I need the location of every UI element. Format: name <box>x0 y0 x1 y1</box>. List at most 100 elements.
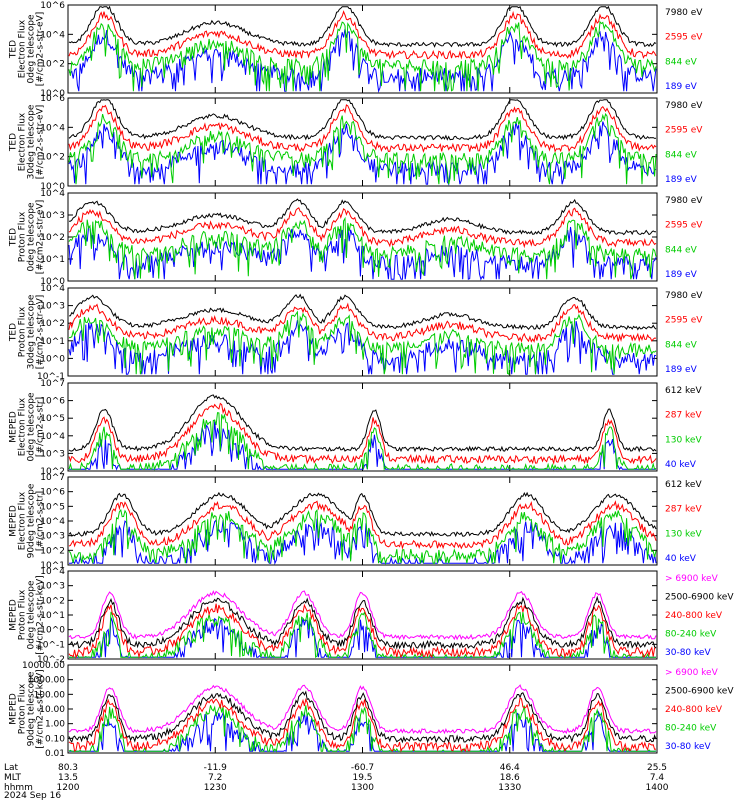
y-tick-label: 1000.00 <box>28 676 65 686</box>
series-line-40-kev <box>69 518 657 566</box>
y-axis-label-line: MEPED <box>9 693 19 725</box>
legend-entry: 612 keV <box>665 480 702 490</box>
footer-value: 1330 <box>498 783 521 793</box>
legend-entry: 40 keV <box>665 460 697 470</box>
y-axis-label-line: [#/cm2-s-str-eV] <box>36 105 46 180</box>
footer-value: -60.7 <box>351 763 374 773</box>
footer-value: 18.6 <box>500 773 520 783</box>
series-line-189-ev <box>68 320 657 375</box>
y-tick-label: 10^4 <box>40 432 65 442</box>
y-tick-label: 10^6 <box>40 488 65 498</box>
y-tick-label: 10^4 <box>40 284 65 294</box>
footer-value: 19.5 <box>352 773 372 783</box>
legend-entry: 287 keV <box>665 505 702 515</box>
y-axis-label-line: [#/cm2-s-str-eV] <box>36 295 46 370</box>
y-axis-label-line: TED <box>9 40 19 59</box>
y-tick-label: 10^2 <box>40 60 65 70</box>
y-axis-label-line: [#/cm2-s-str-eV] <box>36 12 46 87</box>
footer-row-label: MLT <box>4 773 22 783</box>
panel-frame <box>67 287 658 377</box>
series-line-40-kev <box>69 420 656 471</box>
legend-entry: 7980 eV <box>665 101 703 111</box>
y-axis-label-line: [#/cm2-s-str-keV] <box>36 669 46 748</box>
y-tick-label: 10^0 <box>40 182 65 192</box>
series-line-2500-6900-kev <box>68 595 657 650</box>
legend-entry: 189 eV <box>665 270 698 280</box>
series-line-7980-ev <box>68 293 657 331</box>
legend-entry: 30-80 keV <box>665 742 711 752</box>
legend-entry: 7980 eV <box>665 196 703 206</box>
y-axis-label: TEDElectron Flux0deg telescope[#/cm2-s-s… <box>9 12 46 87</box>
series-line-189-ev <box>68 121 657 186</box>
y-tick-label: 10^4 <box>40 567 65 577</box>
y-axis-label-line: 0deg telescope <box>27 392 37 462</box>
series-line-7980-ev <box>68 5 657 48</box>
y-axis-label: TEDElectron Flux30deg telescope[#/cm2-s-… <box>9 104 46 179</box>
y-axis-label-line: 0deg telescope <box>27 202 37 272</box>
series-line-2595-ev <box>68 207 657 249</box>
footer-value: 1400 <box>646 783 669 793</box>
y-tick-label: 0.01 <box>45 749 65 759</box>
legend-entry: 189 eV <box>665 175 698 185</box>
series-line-7980-ev <box>68 99 657 141</box>
y-axis-label: TEDProton Flux30deg telescope[#/cm2-s-st… <box>9 294 46 369</box>
legend-entry: 30-80 keV <box>665 648 711 658</box>
y-tick-label: 10^3 <box>40 211 65 221</box>
y-tick-label: 0.10 <box>45 734 65 744</box>
y-tick-label: 10^2 <box>40 467 65 477</box>
y-tick-label: 10^6 <box>40 94 65 104</box>
legend-entry: 612 keV <box>665 386 702 396</box>
y-axis-label: MEPEDProton Flux90deg telescope[#/cm2-s-… <box>9 669 46 748</box>
y-axis-label: TEDProton Flux0deg telescope[#/cm2-s-str… <box>9 200 46 275</box>
panel-frame <box>67 97 658 187</box>
y-axis-label-line: Electron Flux <box>18 397 28 456</box>
series-line-130-kev <box>68 412 657 471</box>
y-tick-label: 10^4 <box>40 517 65 527</box>
series-line-240-800-kev <box>68 603 657 659</box>
footer-row-label: hhmm <box>4 783 33 793</box>
y-axis-label-line: MEPED <box>9 411 19 443</box>
y-axis-label: MEPEDProton Flux0deg telescope[#/cm2-s-s… <box>9 575 46 654</box>
y-axis-label-line: Proton Flux <box>18 589 28 640</box>
y-tick-label: 10^-1 <box>37 372 65 382</box>
legend-entry: 2500-6900 keV <box>665 593 734 603</box>
legend-entry: 189 eV <box>665 82 698 92</box>
series-line-844-ev <box>68 216 657 280</box>
footer-value: 25.5 <box>647 763 667 773</box>
y-tick-label: 10^2 <box>40 153 65 163</box>
series-line-130-kev <box>68 508 657 566</box>
y-tick-label: 100.00 <box>34 690 66 700</box>
series-line-612-kev <box>68 491 657 538</box>
panel-8: 10000.001000.00100.0010.001.000.100.01ME… <box>9 661 735 759</box>
y-axis-label-line: MEPED <box>9 505 19 537</box>
y-tick-label: 10^1 <box>40 255 65 265</box>
series-line-844-ev <box>68 310 657 376</box>
panel-6: 10^7 10^6 10^5 10^4 10^3 10^2 10^1 MEPEDElectro… <box>9 473 703 571</box>
y-axis-label-line: 90deg telescope <box>27 483 37 558</box>
y-axis-label-line: [#/cm2-s-str-keV] <box>36 575 46 654</box>
panel-5: 10^7 10^6 10^5 10^4 10^3 10^2 MEPEDElectron Fl… <box>9 379 703 477</box>
legend-entry: 40 keV <box>665 554 697 564</box>
y-axis-label-line: Electron Flux <box>18 19 28 78</box>
y-axis-label-line: 30deg telescope <box>27 294 37 369</box>
y-tick-label: 10000.00 <box>22 661 65 671</box>
y-axis-label-line: MEPED <box>9 599 19 631</box>
legend-entry: 287 keV <box>665 411 702 421</box>
footer-value: 1300 <box>351 783 374 793</box>
y-tick-label: 10^0 <box>40 626 65 636</box>
legend-entry: 130 keV <box>665 435 702 445</box>
y-axis-label-line: TED <box>9 228 19 247</box>
legend-entry: 2595 eV <box>665 126 703 136</box>
legend-entry: 2595 eV <box>665 221 703 231</box>
y-axis-label-line: Proton Flux <box>18 683 28 734</box>
y-tick-label: 10^3 <box>40 302 65 312</box>
y-axis-label-line: 0deg telescope <box>27 14 37 84</box>
y-axis-label: MEPEDElectron Flux90deg telescope[#/cm2-… <box>9 483 46 558</box>
y-tick-label: 10^4 <box>40 30 65 40</box>
y-axis-label-line: [#/cm2-s-str-eV] <box>36 200 46 275</box>
series-line--6900-kev <box>68 590 657 641</box>
y-tick-label: 10^2 <box>40 319 65 329</box>
